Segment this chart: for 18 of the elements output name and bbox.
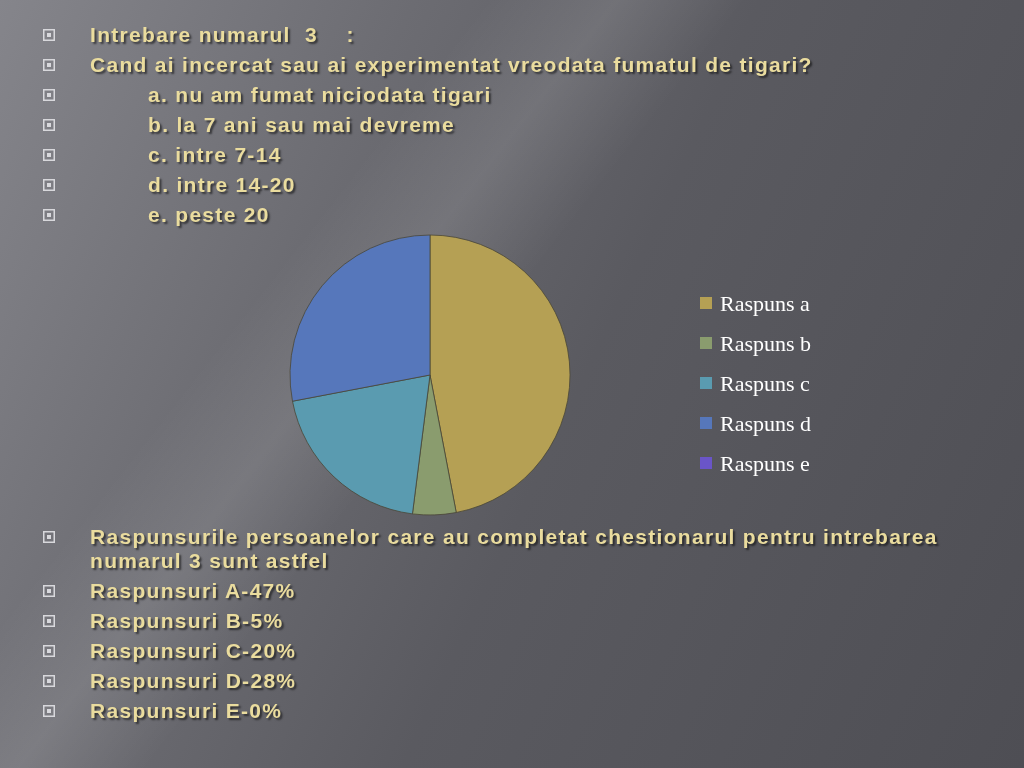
text: a. nu am fumat niciodata tigari (148, 83, 492, 107)
text: Raspunsuri C-20% (90, 639, 298, 663)
legend-label: Raspuns e (720, 450, 810, 476)
text: Raspunsurile persoanelor care au completat chestionarul pentru intrebarea numarul 3 sunt astfel (90, 525, 939, 573)
text: Raspunsuri E-0% (90, 699, 284, 723)
text: Raspunsuri D-28% (90, 669, 298, 693)
legend-label: Raspuns c (720, 370, 811, 396)
legend-label: Raspuns a (720, 290, 811, 316)
text: b. la 7 ani sau mai devreme (148, 113, 456, 137)
text: d. intre 14-20 (148, 173, 296, 197)
text: e. peste 20 (148, 203, 270, 227)
chart-title: Intrebare numarul 3 : (90, 23, 355, 47)
text: c. intre 7-14 (148, 143, 282, 167)
legend-label: Raspuns d (720, 410, 812, 436)
legend-label: Raspuns b (720, 330, 812, 356)
text: Raspunsuri B-5% (90, 609, 285, 633)
text: Raspunsuri A-47% (90, 579, 297, 603)
chart-subtitle: Cand ai incercat sau ai experimentat vreodata fumatul de tigari? (90, 53, 813, 77)
